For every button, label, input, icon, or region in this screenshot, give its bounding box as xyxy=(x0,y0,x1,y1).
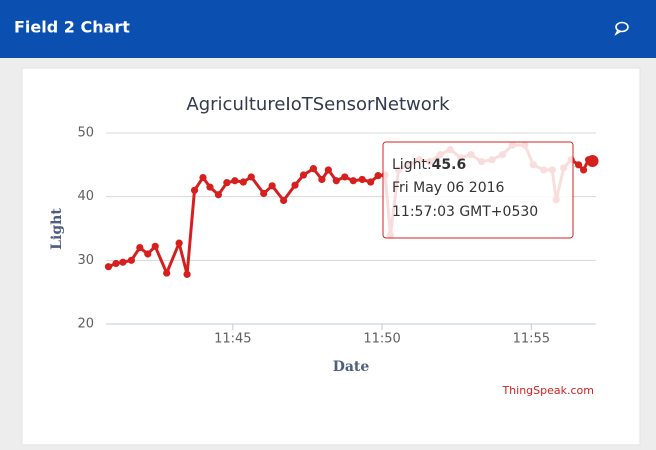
comment-icon[interactable] xyxy=(614,21,629,36)
data-point xyxy=(190,186,199,194)
data-point xyxy=(239,178,247,186)
data-point xyxy=(247,173,255,181)
header-bar xyxy=(0,0,656,58)
data-point xyxy=(349,177,357,185)
data-point xyxy=(231,177,239,185)
y-tick-label: 30 xyxy=(77,253,94,268)
data-point xyxy=(183,270,191,278)
tooltip-label: Light: xyxy=(392,157,432,173)
data-point xyxy=(586,155,599,168)
tooltip-box xyxy=(382,141,574,239)
data-point xyxy=(574,161,583,169)
chart-title: AgricultureIoTSensorNetwork xyxy=(186,94,450,115)
x-axis-label: Date xyxy=(333,359,370,375)
data-point xyxy=(119,258,127,266)
data-point xyxy=(358,175,366,184)
data-point xyxy=(175,239,183,247)
data-point xyxy=(318,175,326,184)
data-point xyxy=(127,256,135,264)
tooltip-line: Light:45.6 xyxy=(392,157,466,173)
tooltip-date: Fri May 06 2016 xyxy=(392,180,505,196)
data-point xyxy=(136,244,144,252)
data-point xyxy=(206,183,214,191)
data-point xyxy=(291,181,299,189)
data-point xyxy=(151,242,159,250)
y-axis-label: Light xyxy=(49,208,65,250)
data-point xyxy=(163,269,171,277)
data-point xyxy=(104,263,113,271)
chart-card xyxy=(21,67,641,446)
data-point xyxy=(374,172,382,180)
tooltip: Light:45.6 Fri May 06 2016 11:57:03 GMT+05… xyxy=(382,141,574,239)
data-point xyxy=(299,171,308,179)
tooltip-value: 45.6 xyxy=(432,157,467,173)
data-point xyxy=(341,173,349,181)
data-point xyxy=(309,165,318,173)
data-point xyxy=(214,191,223,199)
data-point xyxy=(367,178,375,186)
credits[interactable]: ThingSpeak.com xyxy=(501,384,594,397)
data-point xyxy=(112,259,120,268)
header-title: Field 2 Chart xyxy=(14,18,130,37)
data-point xyxy=(223,179,231,187)
data-point xyxy=(332,177,340,185)
data-point xyxy=(268,182,276,190)
x-tick-label: 11:55 xyxy=(513,332,550,347)
y-tick-label: 40 xyxy=(77,189,94,204)
data-point xyxy=(199,173,207,182)
data-point xyxy=(324,166,332,174)
data-point xyxy=(579,166,588,174)
data-point xyxy=(144,250,152,258)
y-tick-label: 20 xyxy=(77,317,94,332)
tooltip-time: 11:57:03 GMT+0530 xyxy=(392,204,538,220)
x-tick-label: 11:45 xyxy=(214,332,251,347)
data-point xyxy=(260,189,268,198)
x-tick-label: 11:50 xyxy=(363,332,400,347)
data-point xyxy=(279,196,288,205)
y-tick-label: 50 xyxy=(77,126,94,141)
